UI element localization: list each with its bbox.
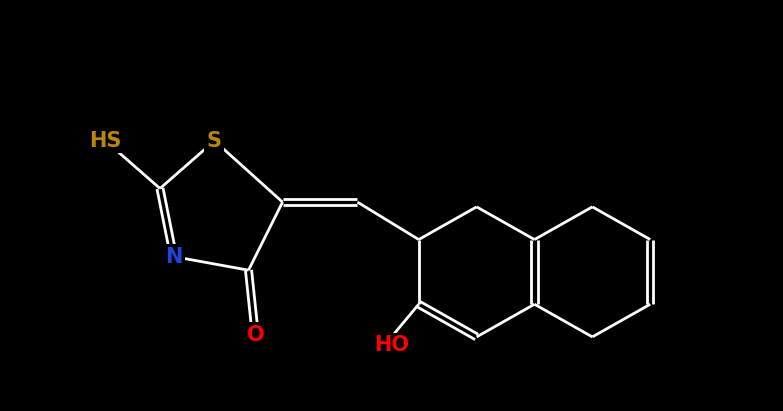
Text: HS: HS <box>89 131 121 151</box>
Text: HO: HO <box>374 335 409 355</box>
Text: O: O <box>247 325 264 345</box>
Text: S: S <box>207 131 222 151</box>
Text: N: N <box>165 247 182 267</box>
